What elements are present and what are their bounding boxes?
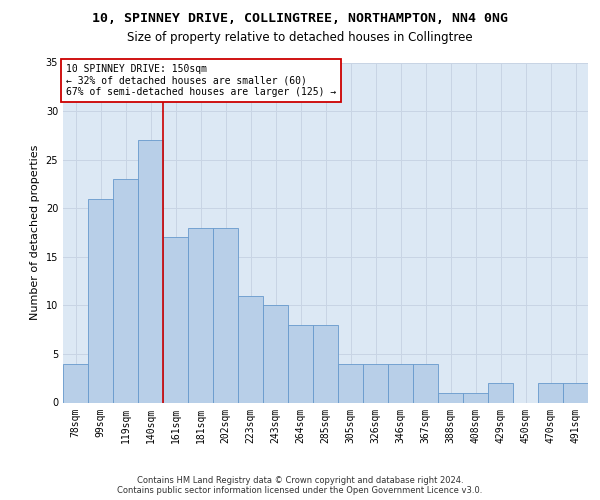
- Bar: [88, 198, 113, 402]
- Y-axis label: Number of detached properties: Number of detached properties: [30, 145, 40, 320]
- Bar: [488, 383, 513, 402]
- Text: Size of property relative to detached houses in Collingtree: Size of property relative to detached ho…: [127, 31, 473, 44]
- Bar: [238, 296, 263, 403]
- Bar: [438, 393, 463, 402]
- Bar: [288, 325, 313, 402]
- Bar: [563, 383, 588, 402]
- Bar: [538, 383, 563, 402]
- Bar: [338, 364, 363, 403]
- Bar: [413, 364, 438, 403]
- Bar: [188, 228, 213, 402]
- Bar: [313, 325, 338, 402]
- Bar: [363, 364, 388, 403]
- Text: Contains HM Land Registry data © Crown copyright and database right 2024.
Contai: Contains HM Land Registry data © Crown c…: [118, 476, 482, 495]
- Text: 10 SPINNEY DRIVE: 150sqm
← 32% of detached houses are smaller (60)
67% of semi-d: 10 SPINNEY DRIVE: 150sqm ← 32% of detach…: [65, 64, 336, 98]
- Bar: [388, 364, 413, 403]
- Text: 10, SPINNEY DRIVE, COLLINGTREE, NORTHAMPTON, NN4 0NG: 10, SPINNEY DRIVE, COLLINGTREE, NORTHAMP…: [92, 12, 508, 26]
- Bar: [213, 228, 238, 402]
- Bar: [463, 393, 488, 402]
- Bar: [263, 306, 288, 402]
- Bar: [163, 238, 188, 402]
- Bar: [138, 140, 163, 402]
- Bar: [63, 364, 88, 403]
- Bar: [113, 179, 138, 402]
